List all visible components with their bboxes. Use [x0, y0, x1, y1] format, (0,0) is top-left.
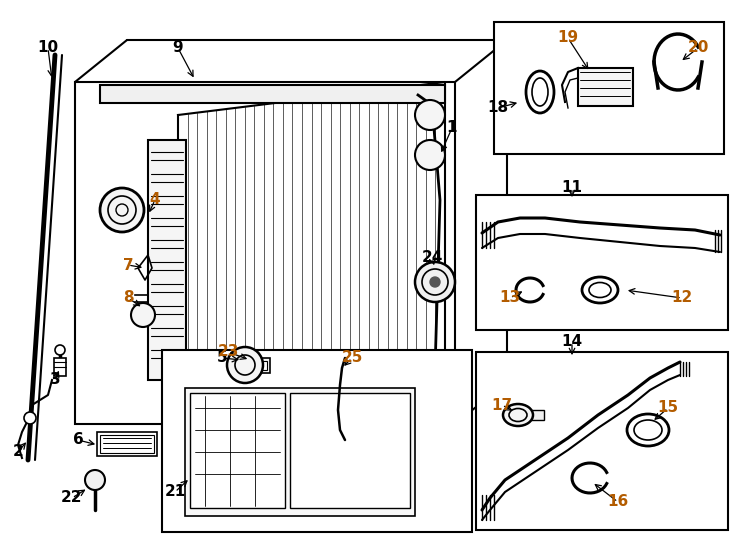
Circle shape — [108, 196, 136, 224]
Ellipse shape — [582, 277, 618, 303]
Bar — [100, 435, 154, 453]
Ellipse shape — [634, 420, 662, 440]
Text: 5: 5 — [217, 350, 228, 366]
Text: 17: 17 — [492, 397, 512, 413]
Circle shape — [415, 262, 455, 302]
Ellipse shape — [532, 78, 548, 106]
Bar — [251, 361, 267, 370]
Text: 12: 12 — [672, 291, 693, 306]
Bar — [190, 393, 285, 508]
Circle shape — [415, 100, 445, 130]
Bar — [88, 476, 102, 484]
Circle shape — [235, 355, 255, 375]
Text: 8: 8 — [123, 291, 134, 306]
Text: 13: 13 — [499, 291, 520, 306]
Bar — [476, 352, 728, 530]
Circle shape — [131, 303, 155, 327]
Text: 6: 6 — [73, 433, 84, 448]
Circle shape — [85, 470, 105, 490]
Text: 18: 18 — [487, 100, 509, 116]
Bar — [578, 68, 633, 106]
Text: 1: 1 — [447, 120, 457, 136]
Bar — [494, 22, 724, 154]
Text: 15: 15 — [658, 401, 678, 415]
Ellipse shape — [526, 71, 554, 113]
Circle shape — [100, 188, 144, 232]
Circle shape — [55, 345, 65, 355]
Ellipse shape — [503, 404, 533, 426]
Text: 9: 9 — [172, 40, 184, 56]
Text: 25: 25 — [341, 350, 363, 366]
Ellipse shape — [627, 414, 669, 446]
Text: 14: 14 — [562, 334, 583, 349]
Bar — [162, 350, 472, 532]
Bar — [290, 393, 410, 508]
Bar — [185, 388, 415, 516]
Bar — [248, 358, 270, 373]
Bar — [97, 432, 157, 456]
Text: 23: 23 — [217, 345, 239, 360]
Text: 16: 16 — [607, 495, 628, 510]
Text: 20: 20 — [687, 40, 709, 56]
Circle shape — [227, 347, 263, 383]
Circle shape — [422, 269, 448, 295]
Text: 4: 4 — [150, 192, 160, 207]
Circle shape — [116, 204, 128, 216]
Circle shape — [24, 412, 36, 424]
Bar — [148, 140, 186, 380]
Bar — [530, 410, 544, 420]
Text: 2: 2 — [12, 444, 23, 460]
Circle shape — [415, 140, 445, 170]
Circle shape — [430, 277, 440, 287]
Text: 7: 7 — [123, 258, 134, 273]
Text: 22: 22 — [61, 490, 83, 505]
Text: 11: 11 — [562, 180, 583, 195]
Ellipse shape — [589, 282, 611, 298]
Text: 21: 21 — [164, 484, 186, 500]
Bar — [100, 85, 445, 103]
Bar — [476, 195, 728, 330]
Text: 24: 24 — [421, 251, 443, 266]
Text: 3: 3 — [50, 373, 60, 388]
Text: 10: 10 — [37, 40, 59, 56]
Ellipse shape — [509, 408, 527, 422]
Bar — [75, 82, 455, 424]
Text: 19: 19 — [557, 30, 578, 45]
Bar — [54, 358, 66, 376]
